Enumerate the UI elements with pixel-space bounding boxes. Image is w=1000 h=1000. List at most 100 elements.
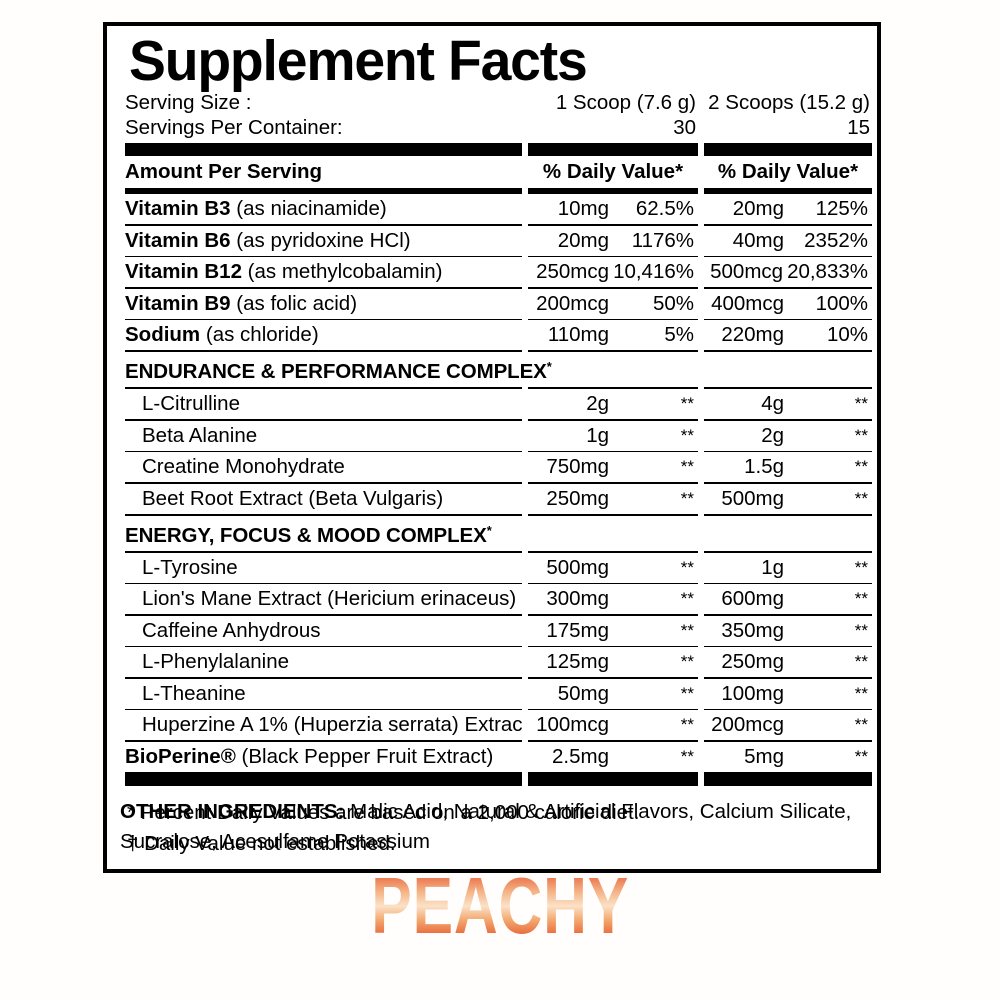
row-col2: 350mg **: [704, 616, 872, 646]
rule-between-rows: [125, 419, 872, 421]
row-col2-amount: 400mcg: [711, 291, 784, 315]
table-row: BioPerine® (Black Pepper Fruit Extract) 2…: [125, 742, 868, 772]
servings-per-container-value-col2: 15: [847, 116, 870, 140]
row-col1-daily-value: 5%: [664, 323, 694, 347]
rule-between-rows: [125, 614, 872, 616]
row-col2-daily-value: **: [854, 715, 868, 735]
row-name-bold: Vitamin B3: [125, 197, 231, 221]
rule-between-rows: [125, 318, 872, 321]
row-name-detail: (as chloride): [200, 323, 319, 347]
row-col2: 250mg **: [704, 647, 872, 677]
row-col1: 20mg 1176%: [528, 226, 698, 256]
section-heading-label: ENERGY, FOCUS & MOOD COMPLEX: [125, 523, 487, 547]
row-col2-daily-value: 2352%: [804, 228, 868, 252]
serving-size-row: Serving Size : 1 Scoop (7.6 g) 2 Scoops …: [125, 90, 870, 115]
row-col2: 1g **: [704, 553, 872, 583]
row-col2-daily-value: 20,833%: [787, 260, 868, 284]
row-name-detail: Huperzine A 1% (Huperzia serrata) Extrac…: [142, 713, 522, 737]
row-name: Vitamin B3 (as niacinamide): [125, 194, 522, 224]
row-col1-daily-value: **: [680, 683, 694, 703]
row-name-detail: Beet Root Extract (Beta Vulgaris): [142, 486, 444, 510]
row-name: BioPerine® (Black Pepper Fruit Extract): [125, 742, 522, 772]
row-col1-amount: 110mg: [547, 323, 609, 347]
table-row: Lion's Mane Extract (Hericium erinaceus)…: [125, 584, 868, 614]
serving-size-value-col2: 2 Scoops (15.2 g): [708, 91, 870, 115]
rule-below-section: [125, 387, 872, 390]
row-name: L-Citrulline: [125, 389, 522, 419]
row-col2-daily-value: **: [854, 557, 868, 577]
other-ingredients: OTHER INGREDIENTS: Malic Acid, Natural &…: [120, 797, 890, 857]
row-col1: 750mg **: [528, 452, 698, 482]
row-col2-amount: 5mg: [744, 744, 784, 768]
row-col2: 40mg 2352%: [704, 226, 872, 256]
row-col2-amount: 600mg: [721, 587, 784, 611]
row-name: Huperzine A 1% (Huperzia serrata) Extrac…: [125, 710, 522, 740]
rule-between-rows: [125, 645, 872, 648]
other-ingredients-text: Malic Acid, Natural & Artificial Flavors…: [120, 800, 852, 853]
section-heading-marker: *: [546, 359, 552, 375]
row-col1: 500mg **: [528, 553, 698, 583]
rule-between-rows: [125, 224, 872, 226]
row-col2: 1.5g **: [704, 452, 872, 482]
row-name-bold: Sodium: [125, 323, 201, 347]
row-col2-daily-value: **: [854, 683, 868, 703]
row-col2-daily-value: **: [854, 589, 868, 609]
row-name-detail: L-Phenylalanine: [142, 650, 290, 674]
servings-per-container-value-col1: 30: [673, 116, 696, 140]
row-col1-daily-value: **: [680, 620, 694, 640]
row-col2-amount: 1.5g: [744, 455, 784, 479]
row-name: Vitamin B6 (as pyridoxine HCl): [125, 226, 522, 256]
row-col2-daily-value: **: [854, 620, 868, 640]
row-col1-amount: 500mg: [546, 555, 609, 579]
rule-thick-bottom: [125, 773, 872, 787]
row-col2-daily-value: 100%: [815, 291, 868, 315]
row-name: Beet Root Extract (Beta Vulgaris): [125, 484, 522, 514]
row-name-detail: (as pyridoxine HCl): [230, 228, 411, 252]
daily-value-header-col2: % Daily Value*: [717, 160, 859, 184]
row-col1: 10mg 62.5%: [528, 194, 698, 224]
row-col1: 2g **: [528, 389, 698, 419]
row-col2-daily-value: **: [854, 652, 868, 672]
rule-under-header: [125, 188, 872, 195]
row-col2: 5mg **: [704, 742, 872, 772]
row-name: L-Theanine: [125, 679, 522, 709]
row-col1-daily-value: **: [680, 746, 694, 766]
row-col1-daily-value: **: [680, 715, 694, 735]
section-heading-marker: *: [486, 522, 492, 538]
row-col1: 100mcg **: [528, 710, 698, 740]
table-row: L-Theanine 50mg ** 100mg **: [125, 679, 868, 709]
row-col1-amount: 2.5mg: [552, 744, 609, 768]
row-name: Lion's Mane Extract (Hericium erinaceus): [125, 584, 522, 614]
row-col2-daily-value: **: [854, 394, 868, 414]
row-col1-amount: 200mcg: [536, 291, 609, 315]
page-title: Supplement Facts: [129, 29, 588, 93]
row-name: Vitamin B9 (as folic acid): [125, 289, 522, 319]
row-col1-daily-value: **: [680, 557, 694, 577]
row-col1-amount: 1g: [586, 423, 609, 447]
table-row: L-Phenylalanine 125mg ** 250mg **: [125, 647, 868, 677]
row-name: Caffeine Anhydrous: [125, 616, 522, 646]
row-col2: 200mcg **: [704, 710, 872, 740]
table-header-row: Amount Per Serving % Daily Value* % Dail…: [125, 156, 865, 188]
row-name-bold: Vitamin B12: [125, 260, 242, 284]
row-col2: 4g **: [704, 389, 872, 419]
footnote-percent-daily-value: * Percent Daily Values are based on a 2,…: [127, 801, 640, 825]
rule-between-rows: [125, 740, 872, 742]
rule-below-section: [125, 550, 872, 553]
row-col1-amount: 175mg: [546, 618, 609, 642]
row-col2-daily-value: 10%: [826, 323, 868, 347]
rule-between-rows: [125, 287, 872, 289]
rule-thick-top: [125, 143, 872, 157]
table-row: Beta Alanine 1g ** 2g **: [125, 421, 868, 451]
row-col2: 20mg 125%: [704, 194, 872, 224]
row-col2: 220mg 10%: [704, 320, 872, 350]
row-col1: 300mg **: [528, 584, 698, 614]
rule-above-section: [125, 350, 872, 353]
rule-between-rows: [125, 482, 872, 484]
row-col2-amount: 2g: [761, 423, 784, 447]
row-col1-amount: 10mg: [557, 197, 609, 221]
row-name-detail: (as folic acid): [230, 291, 358, 315]
row-col1: 250mg **: [528, 484, 698, 514]
row-col2-amount: 100mg: [721, 681, 784, 705]
